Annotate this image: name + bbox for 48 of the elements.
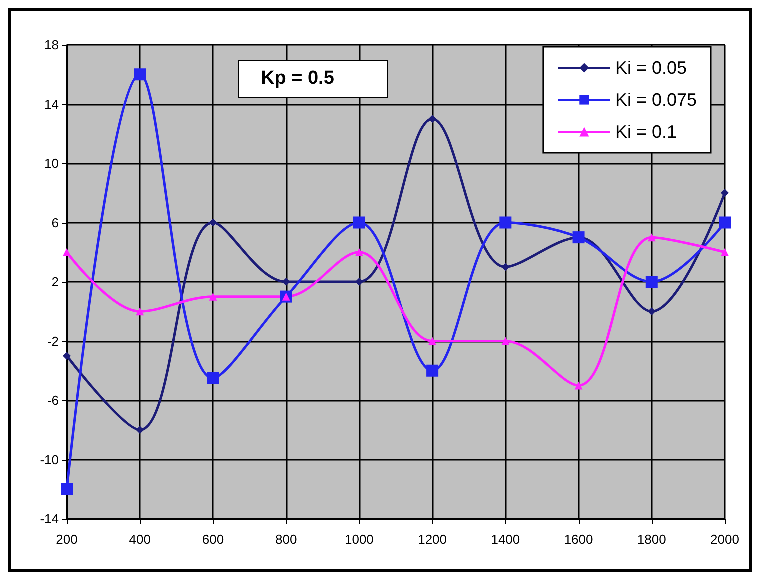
point xyxy=(721,189,729,198)
point xyxy=(353,216,366,229)
y-tick-label: 14 xyxy=(44,96,59,112)
point xyxy=(61,483,73,496)
point xyxy=(648,234,656,242)
point xyxy=(355,248,364,256)
point xyxy=(136,426,144,434)
x-tick-label: 1600 xyxy=(564,532,594,547)
point xyxy=(500,216,512,229)
x-tick-label: 2000 xyxy=(710,532,740,547)
x-tick-label: 800 xyxy=(275,532,298,547)
point xyxy=(63,352,71,360)
x-tick-label: 1000 xyxy=(344,532,374,547)
point xyxy=(721,248,729,256)
point xyxy=(209,292,218,301)
x-tick-label: 600 xyxy=(202,532,224,547)
point xyxy=(63,248,71,256)
point xyxy=(428,115,437,124)
point xyxy=(502,263,510,272)
point xyxy=(428,337,437,346)
point xyxy=(207,372,220,384)
legend-label: Ki = 0.1 xyxy=(615,122,677,142)
y-tick-label: -14 xyxy=(40,512,59,526)
point xyxy=(426,364,439,377)
x-tick-label: 400 xyxy=(129,532,151,547)
y-tick-label: -2 xyxy=(47,334,59,349)
y-tick-label: 18 xyxy=(44,38,59,52)
point xyxy=(136,308,144,316)
point xyxy=(646,276,658,288)
point xyxy=(502,337,510,346)
point xyxy=(134,68,146,81)
point xyxy=(209,218,218,227)
point xyxy=(648,308,656,316)
legend-label: Ki = 0.05 xyxy=(615,58,687,78)
x-tick-label: 200 xyxy=(56,532,78,547)
x-tick-label: 1200 xyxy=(418,532,448,547)
label-box: Kp = 0.5 xyxy=(238,60,388,98)
y-tick-label: -6 xyxy=(47,393,59,408)
point xyxy=(719,216,731,229)
y-tick-label: 2 xyxy=(52,274,59,290)
x-tick-label: 1800 xyxy=(637,532,666,547)
point xyxy=(282,278,290,286)
point xyxy=(574,382,583,390)
legend-label: Ki = 0.075 xyxy=(615,90,697,110)
y-tick-label: 10 xyxy=(44,156,59,171)
x-tick-label: 1400 xyxy=(491,532,520,547)
y-tick-label: -10 xyxy=(40,452,59,468)
y-tick-label: 6 xyxy=(52,215,59,230)
